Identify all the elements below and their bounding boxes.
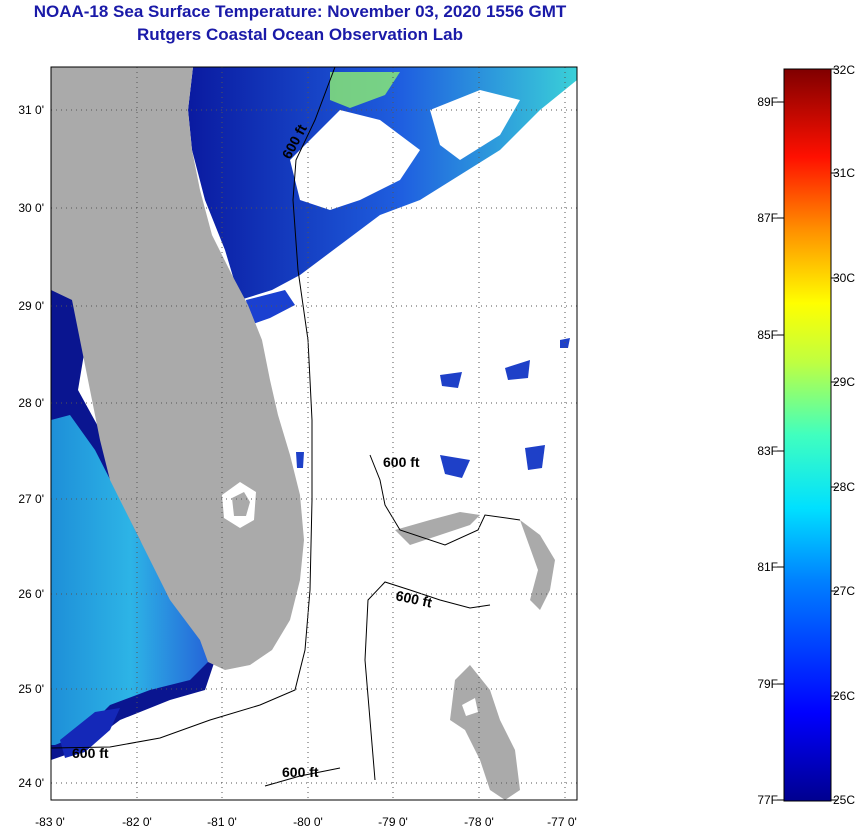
map-subtitle: Rutgers Coastal Ocean Observation Lab [137, 25, 463, 44]
lon-label: -83 0' [35, 815, 65, 829]
cloud-gap [430, 90, 520, 160]
grand-bahama [395, 512, 480, 545]
atlantic-sst-patch [246, 290, 295, 325]
lat-label: 30 0' [18, 201, 44, 215]
andros [450, 665, 520, 800]
lon-label: -82 0' [122, 815, 152, 829]
contour-label: 600 ft [282, 764, 319, 780]
andros-shoal [462, 698, 478, 716]
map-title: NOAA-18 Sea Surface Temperature: Novembe… [33, 2, 567, 21]
lon-label: -81 0' [207, 815, 237, 829]
keys-sst [60, 708, 120, 758]
contour-label: 600 ft [394, 587, 433, 610]
map-frame [50, 66, 578, 801]
lat-label: 26 0' [18, 587, 44, 601]
contour-line-bahama-south [364, 581, 491, 781]
sst-patch [440, 372, 462, 388]
sst-patch [296, 452, 304, 468]
sst-patch [440, 455, 470, 478]
lon-label: -77 0' [547, 815, 577, 829]
longitude-labels: -83 0' -82 0' -81 0' -80 0' -79 0' -78 0… [35, 815, 577, 829]
lon-label: -79 0' [378, 815, 408, 829]
lon-label: -78 0' [464, 815, 494, 829]
gulf-sst-warm [51, 415, 210, 745]
latitude-labels: 31 0' 30 0' 29 0' 28 0' 27 0' 26 0' 25 0… [18, 103, 44, 790]
contour-line-west [51, 67, 336, 749]
lat-label: 27 0' [18, 492, 44, 506]
sst-patch [505, 360, 530, 380]
contour-label: 600 ft [383, 454, 420, 470]
lat-label: 29 0' [18, 299, 44, 313]
lat-label: 25 0' [18, 682, 44, 696]
cloud-gap [290, 110, 420, 210]
abaco [520, 520, 555, 610]
lon-label: -80 0' [293, 815, 323, 829]
atlantic-warm-streak [330, 72, 400, 108]
contour-label: 600 ft [72, 745, 109, 761]
grid [51, 67, 577, 800]
sst-patch [525, 445, 545, 470]
lat-label: 28 0' [18, 396, 44, 410]
lat-label: 24 0' [18, 776, 44, 790]
contour-line-bahama [369, 454, 521, 546]
lat-label: 31 0' [18, 103, 44, 117]
lake-okeechobee-inner [232, 492, 250, 516]
